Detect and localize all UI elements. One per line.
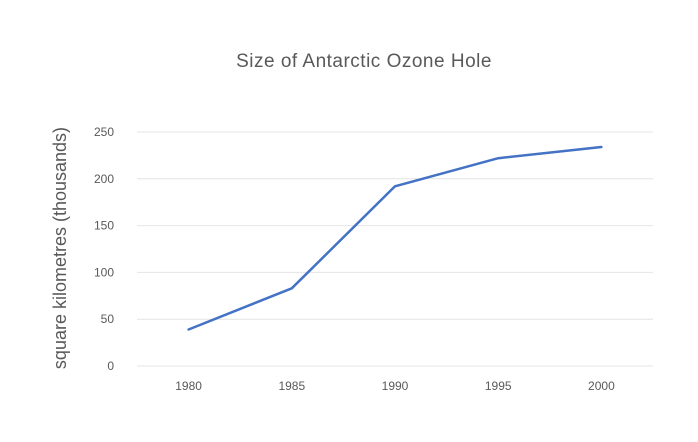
chart-title: Size of Antarctic Ozone Hole	[236, 51, 492, 72]
gridlines	[137, 131, 653, 367]
x-tick-label: 2000	[588, 379, 615, 393]
x-tick-label: 1980	[175, 379, 202, 393]
y-tick-label: 250	[94, 125, 114, 139]
x-tick-label: 1985	[278, 379, 305, 393]
series-layer	[187, 145, 603, 331]
y-tick-labels: 0 50 100 150 200 250	[94, 125, 114, 373]
y-tick-label: 150	[94, 219, 114, 233]
y-tick-label: 50	[101, 312, 115, 326]
x-tick-label: 1990	[382, 379, 409, 393]
y-axis-label: square kilometres (thousands)	[50, 127, 70, 369]
y-tick-label: 200	[94, 172, 114, 186]
y-tick-label: 100	[94, 265, 114, 279]
y-tick-label: 0	[107, 359, 114, 373]
x-tick-labels: 1980 1985 1990 1995 2000	[175, 379, 615, 393]
series-line	[187, 145, 603, 331]
x-tick-label: 1995	[485, 379, 512, 393]
